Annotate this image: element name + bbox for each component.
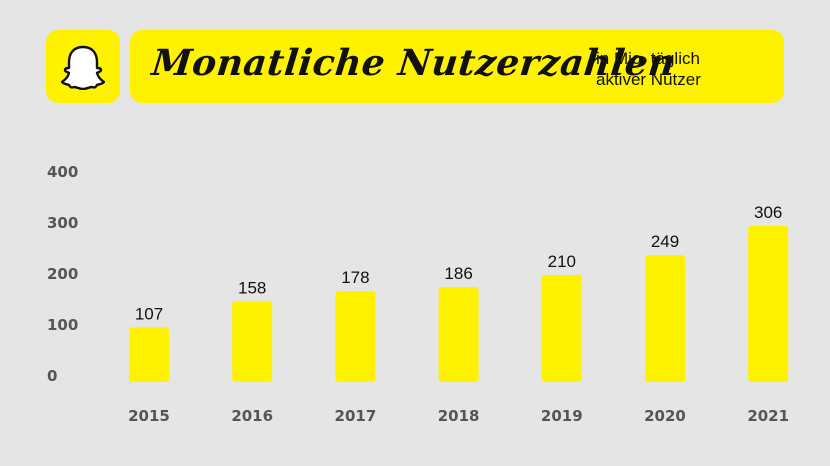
x-tick-label: 2016 [231,407,273,425]
x-tick-label: 2021 [747,407,789,425]
bar-2018 [438,287,479,382]
x-tick-label: 2017 [335,407,377,425]
data-label: 306 [754,203,782,222]
data-label: 107 [135,304,163,323]
data-label: 158 [238,278,266,297]
y-tick-label: 200 [47,265,78,283]
title-banner: Monatliche Nutzerzahlen in Mio. täglich … [130,30,784,103]
bar-2015 [129,327,169,382]
subtitle-line-2: aktiver Nutzer [596,70,701,89]
y-tick-label: 400 [47,163,78,181]
x-tick-label: 2015 [128,407,170,425]
x-tick-label: 2020 [644,407,686,425]
x-tick-label: 2019 [541,407,583,425]
bar-2020 [645,255,685,382]
y-tick-label: 100 [47,316,78,334]
data-label: 178 [341,268,369,287]
data-label: 186 [444,264,472,283]
subtitle-line-1: in Mio. täglich [596,49,700,68]
data-label: 249 [651,232,679,251]
x-tick-label: 2018 [438,407,480,425]
y-tick-label: 300 [47,214,78,232]
bar-2019 [541,274,582,382]
bar-2016 [232,301,273,382]
ghost-icon [61,45,105,90]
data-label: 210 [548,252,576,271]
logo-box [46,30,120,103]
bar-2017 [335,291,376,382]
chart-subtitle: in Mio. täglich aktiver Nutzer [596,48,776,90]
y-tick-label: 0 [47,367,57,385]
bar-2021 [748,225,789,382]
